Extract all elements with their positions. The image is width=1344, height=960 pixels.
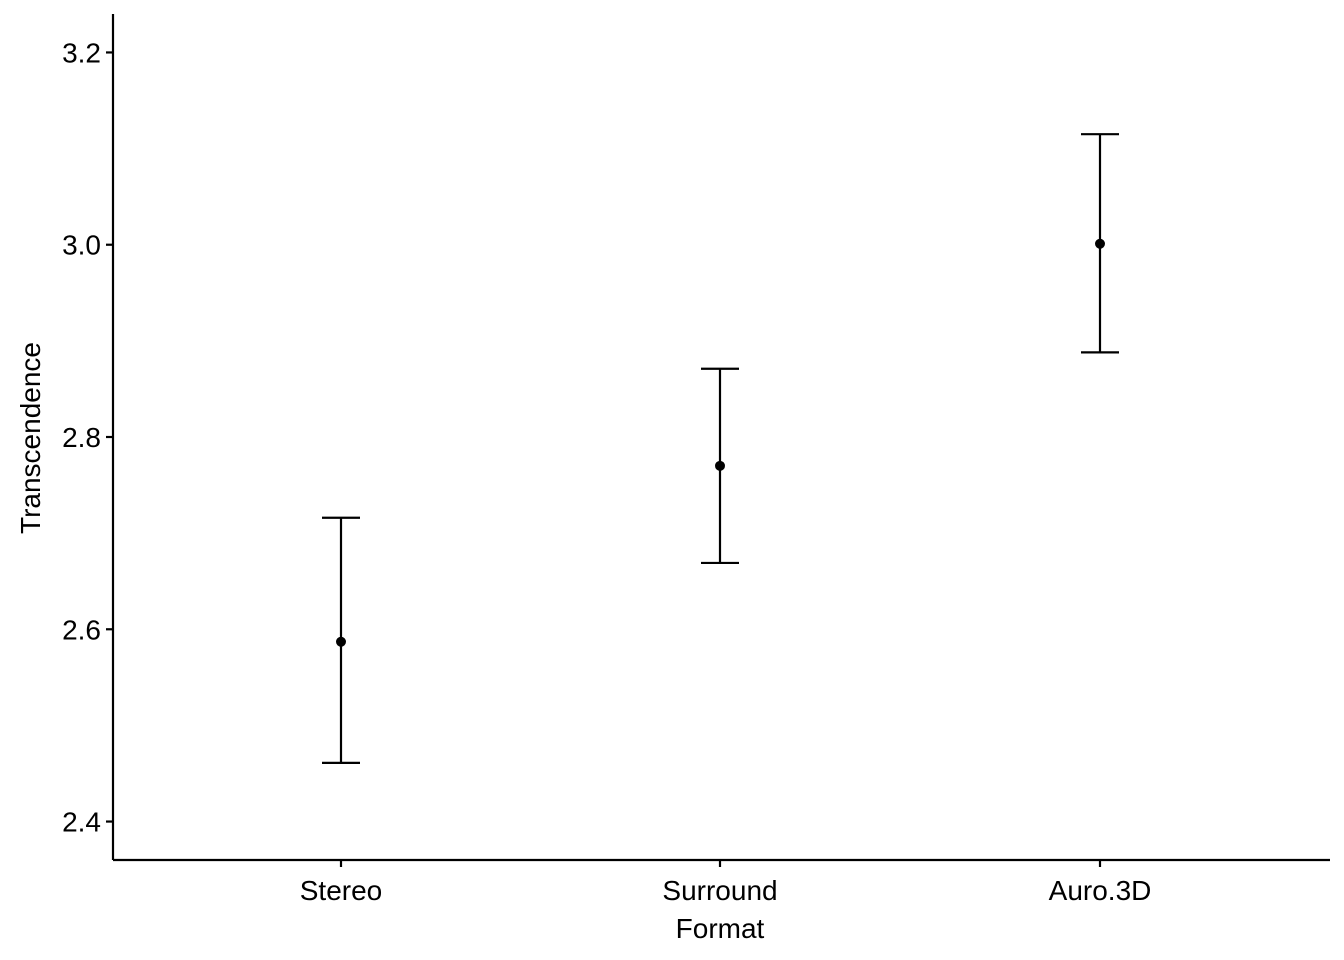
y-tick-label: 2.6: [62, 614, 101, 645]
y-tick-label: 3.0: [62, 230, 101, 261]
x-tick-label: Auro.3D: [1049, 875, 1152, 906]
y-tick-label: 3.2: [62, 37, 101, 68]
y-axis-title: Transcendence: [15, 342, 46, 534]
x-axis-title: Format: [676, 913, 765, 944]
y-tick-label: 2.8: [62, 422, 101, 453]
mean-point: [336, 636, 346, 647]
x-tick-label: Stereo: [300, 875, 383, 906]
plot-area: [322, 133, 1119, 765]
mean-point: [1095, 238, 1105, 249]
mean-point: [715, 460, 725, 471]
x-axis-ticks: Stereo Surround Auro.3D: [300, 860, 1152, 906]
y-axis-ticks: 2.4 2.6 2.8 3.0 3.2: [62, 37, 113, 838]
x-tick-label: Surround: [662, 875, 777, 906]
y-tick-label: 2.4: [62, 807, 101, 838]
